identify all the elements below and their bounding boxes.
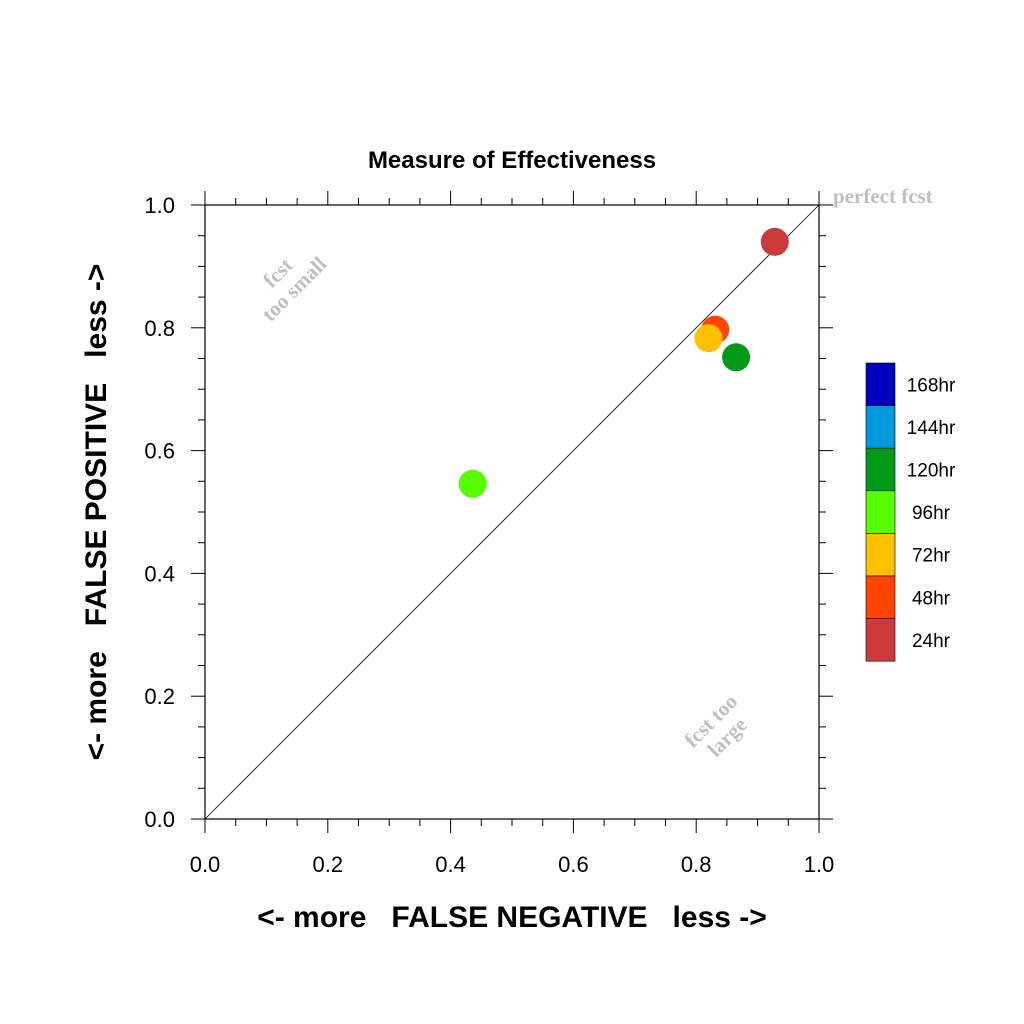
- legend-swatch-72hr: [865, 533, 896, 577]
- legend-swatch-168hr: [865, 362, 896, 406]
- x-tick-label: 0.4: [435, 852, 466, 877]
- too-small-annotation-line-2: too small: [257, 252, 331, 326]
- x-tick-label: 0.6: [558, 852, 589, 877]
- legend-label-24hr: 24hr: [912, 631, 951, 652]
- legend-swatch-144hr: [865, 405, 896, 449]
- data-point-96hr: [458, 469, 487, 498]
- x-tick-label: 0.8: [681, 852, 712, 877]
- y-tick-label: 0.4: [144, 561, 175, 586]
- legend-label-120hr: 120hr: [907, 461, 956, 482]
- data-point-120hr: [722, 343, 751, 372]
- y-tick-label: 0.8: [144, 316, 175, 341]
- y-tick-label: 0.2: [144, 684, 175, 709]
- legend: 168hr 144hr 120hr 96hr 72hr 48hr 24hr: [865, 362, 956, 662]
- x-tick-label: 1.0: [804, 852, 835, 877]
- data-point-72hr: [694, 324, 723, 353]
- legend-label-168hr: 168hr: [907, 375, 956, 396]
- x-axis-label: <- more FALSE NEGATIVE less ->: [257, 901, 767, 934]
- legend-label-144hr: 144hr: [907, 418, 956, 439]
- plot-area: 0.0 0.2 0.4 0.6 0.8 1.0 0.0 0.2 0.4 0.6 0.8 1.0: [144, 191, 834, 877]
- y-tick-label: 0.0: [144, 807, 175, 832]
- perfect-forecast-annotation: perfect fcst: [833, 184, 933, 208]
- legend-swatch-24hr: [865, 618, 896, 662]
- diagonal-reference-line: [204, 204, 820, 820]
- y-axis-label: <- more FALSE POSITIVE less ->: [80, 264, 113, 761]
- x-tick-label: 0.2: [313, 852, 344, 877]
- legend-label-48hr: 48hr: [912, 588, 951, 609]
- legend-label-72hr: 72hr: [912, 546, 951, 567]
- data-point-24hr: [760, 227, 789, 256]
- x-tick-label: 0.0: [190, 852, 221, 877]
- legend-swatch-48hr: [865, 575, 896, 619]
- y-tick-label: 1.0: [144, 193, 175, 218]
- too-large-annotation: fcst too large: [679, 689, 751, 761]
- legend-swatch-96hr: [865, 490, 896, 534]
- y-tick-label: 0.6: [144, 439, 175, 464]
- too-small-annotation: fcst too small: [257, 252, 331, 326]
- legend-swatch-120hr: [865, 447, 896, 492]
- legend-label-96hr: 96hr: [912, 503, 951, 524]
- chart-title: Measure of Effectiveness: [368, 147, 656, 174]
